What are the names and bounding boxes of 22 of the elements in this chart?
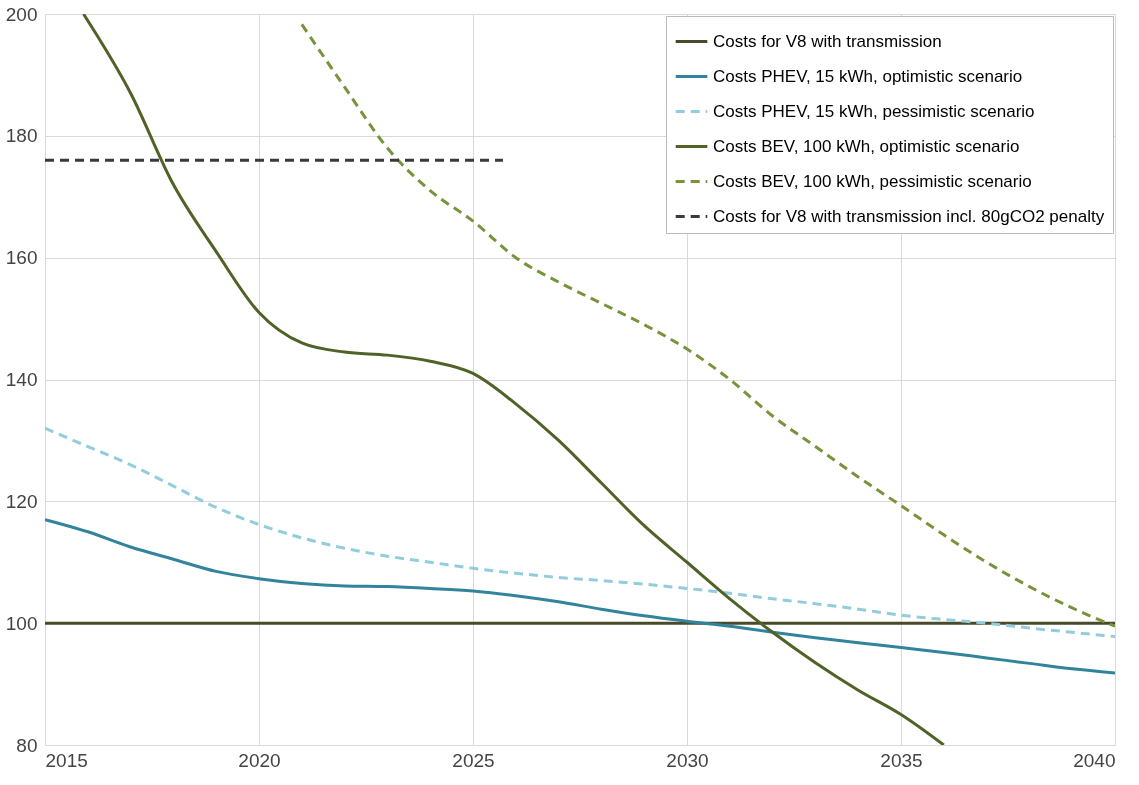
y-tick-label: 180 [5, 125, 38, 147]
legend-label: Costs for V8 with transmission incl. 80gCO2 penalty [713, 206, 1105, 226]
line-series [45, 426, 1115, 639]
legend-label: Costs PHEV, 15 kWh, pessimistic scenario [713, 101, 1035, 121]
y-tick-label: 80 [16, 734, 38, 756]
x-tick-label: 2015 [45, 749, 88, 771]
legend-label: Costs for V8 with transmission [713, 31, 942, 51]
line-series [300, 22, 1115, 628]
x-tick-label: 2040 [1073, 749, 1116, 771]
y-tick-label: 160 [5, 247, 38, 269]
y-tick-label: 120 [5, 490, 38, 512]
x-tick-label: 2020 [238, 749, 281, 771]
y-tick-label: 140 [5, 369, 38, 390]
x-tick-label: 2035 [880, 749, 923, 771]
y-tick-label: 100 [5, 612, 38, 634]
x-tick-label: 2030 [666, 749, 709, 771]
x-tick-label: 2025 [452, 749, 495, 771]
line-series [45, 518, 1115, 675]
legend-label: Costs PHEV, 15 kWh, optimistic scenario [713, 66, 1023, 86]
legend-label: Costs BEV, 100 kWh, pessimistic scenario [713, 171, 1032, 191]
legend-label: Costs BEV, 100 kWh, optimistic scenario [713, 136, 1020, 156]
y-tick-label: 200 [5, 3, 38, 25]
